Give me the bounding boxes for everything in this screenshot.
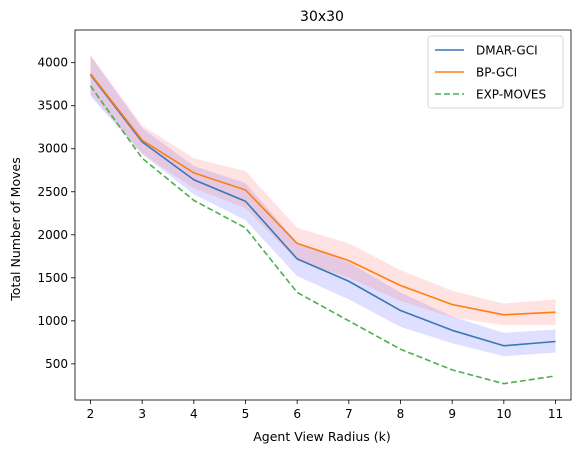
y-tick-label: 4000 bbox=[37, 56, 68, 70]
x-axis-label: Agent View Radius (k) bbox=[253, 429, 391, 444]
x-tick-label: 11 bbox=[548, 407, 563, 421]
x-tick-label: 3 bbox=[138, 407, 146, 421]
series-lines bbox=[89, 73, 556, 385]
legend-label: BP-GCI bbox=[476, 66, 517, 80]
legend: DMAR-GCI BP-GCI EXP-MOVES bbox=[427, 35, 564, 109]
y-tick-label: 3500 bbox=[37, 99, 68, 113]
y-axis-ticks: 500 1000 1500 2000 2500 3000 3500 4000 bbox=[37, 56, 75, 371]
x-tick-label: 10 bbox=[496, 407, 511, 421]
x-tick-label: 2 bbox=[87, 407, 95, 421]
legend-label: EXP-MOVES bbox=[476, 88, 546, 102]
series-line-exp-moves bbox=[89, 85, 556, 385]
y-tick-label: 2000 bbox=[37, 228, 68, 242]
x-tick-label: 5 bbox=[242, 407, 250, 421]
legend-label: DMAR-GCI bbox=[476, 44, 538, 58]
plot-frame bbox=[74, 29, 572, 401]
x-axis-ticks: 2 3 4 5 6 7 8 9 10 11 bbox=[87, 400, 563, 421]
chart-title: 30x30 bbox=[300, 9, 344, 25]
y-tick-label: 500 bbox=[45, 357, 68, 371]
x-tick-label: 7 bbox=[345, 407, 353, 421]
x-tick-label: 4 bbox=[190, 407, 198, 421]
series-line-dmar-gci bbox=[89, 74, 556, 347]
y-tick-label: 3000 bbox=[37, 142, 68, 156]
x-tick-label: 8 bbox=[397, 407, 405, 421]
y-tick-label: 1000 bbox=[37, 314, 68, 328]
x-tick-label: 6 bbox=[293, 407, 301, 421]
legend-box bbox=[427, 35, 564, 109]
series-line-bp-gci bbox=[89, 73, 556, 316]
y-tick-label: 2500 bbox=[37, 185, 68, 199]
y-axis-label: Total Number of Moves bbox=[8, 157, 23, 301]
x-tick-label: 9 bbox=[448, 407, 456, 421]
y-tick-label: 1500 bbox=[37, 271, 68, 285]
